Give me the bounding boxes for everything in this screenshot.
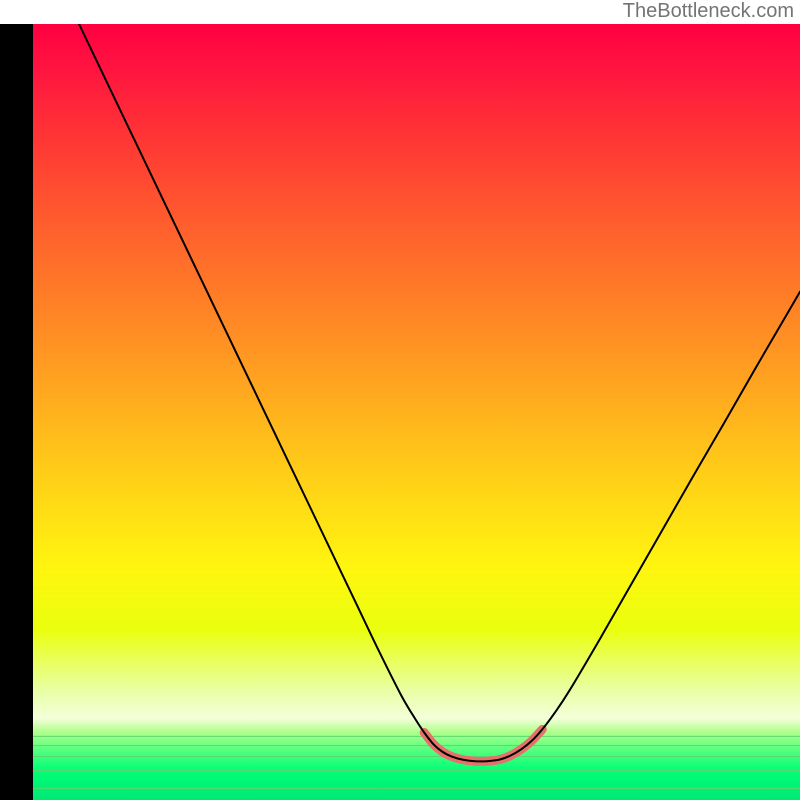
plot-svg [33, 24, 800, 800]
chart-container: TheBottleneck.com [0, 0, 800, 800]
plot-area [33, 24, 800, 800]
gradient-background [33, 24, 800, 800]
watermark-text: TheBottleneck.com [623, 0, 794, 23]
frame-left-border [0, 24, 33, 800]
